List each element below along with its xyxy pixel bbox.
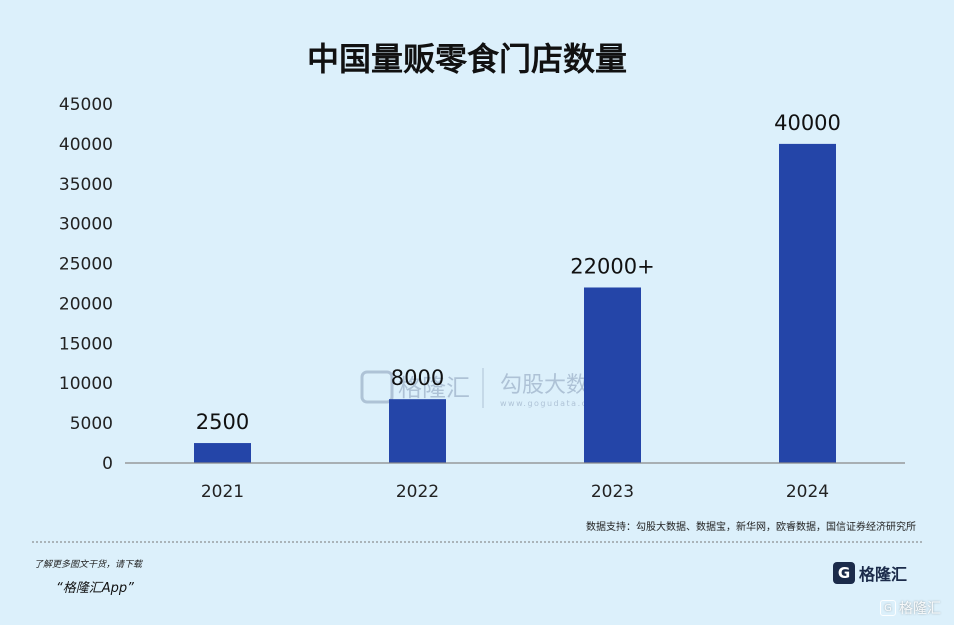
y-tick-label: 25000 [59,255,113,275]
watermark-url: www.gogudata.com [500,399,603,408]
bar [584,287,641,463]
chart-title: 中国量贩零食门店数量 [307,40,627,78]
x-tick-label: 2022 [396,482,439,502]
bar [194,443,251,463]
corner-brand: 格隆汇 [899,601,941,617]
brand-logo: G 格隆汇 [833,561,907,585]
corner-logo-icon: G [880,600,896,616]
bar [389,399,446,463]
corner-watermark: G 格隆汇 [880,598,941,618]
brand-name: 格隆汇 [859,565,908,584]
y-tick-label: 40000 [59,135,113,155]
bars [194,143,836,463]
y-tick-label: 10000 [59,374,113,394]
data-label: 2500 [196,410,249,434]
y-tick-label: 20000 [59,294,113,314]
watermark: 格隆汇 勾股大数据 www.gogudata.com [360,368,610,408]
data-label: 8000 [391,366,444,390]
y-tick-label: 45000 [59,95,113,115]
x-tick-label: 2024 [786,482,829,502]
data-label: 22000+ [570,254,654,278]
watermark-logo-icon [360,370,394,404]
x-tick-label: 2021 [201,482,244,502]
y-tick-label: 0 [102,454,113,474]
x-tick-label: 2023 [591,482,634,502]
y-tick-label: 35000 [59,175,113,195]
footer-app-name: “格隆汇App” [56,581,134,596]
footer-tip: 了解更多图文干货，请下载 [34,560,143,570]
y-axis: 0 5000 10000 15000 20000 25000 30000 35000 40000… [59,95,113,474]
watermark-brand: 格隆汇 [398,374,470,402]
source-note: 数据支持：勾股大数据、数据宝，新华网，欧睿数据，国信证券经济研究所 [586,520,916,533]
y-tick-label: 30000 [59,215,113,235]
bar [779,143,836,463]
gelonghui-logo-icon: G [833,562,855,584]
data-labels: 2500 8000 22000+ 40000 [196,111,841,434]
y-tick-label: 15000 [59,334,113,354]
y-tick-label: 5000 [70,414,113,434]
x-axis: 2021 2022 2023 2024 [201,482,829,502]
data-label: 40000 [774,111,841,135]
